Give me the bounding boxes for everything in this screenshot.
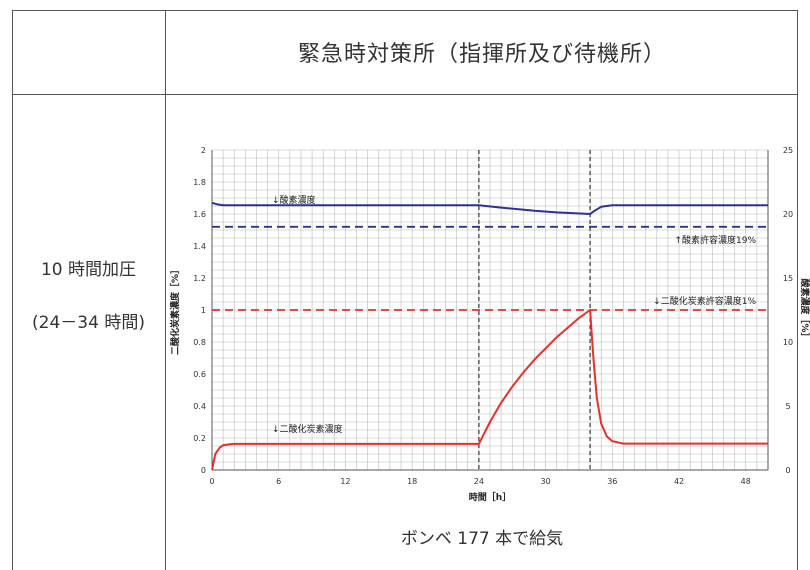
series-line xyxy=(211,201,768,215)
condition-duration: 10 時間加圧 xyxy=(40,259,137,280)
x-tick-label: 42 xyxy=(674,477,684,486)
chart-labels: ↑酸素許容濃度19% ↓二酸化炭素許容濃度1% ↓酸素濃度 ↓二酸化炭素濃度 xyxy=(272,194,756,435)
x-axis-title: 時間［h］ xyxy=(469,491,511,503)
x-tick-label: 30 xyxy=(541,477,551,486)
y-right-tick-label: 0 xyxy=(785,466,790,475)
y-right-tick-label: 10 xyxy=(783,338,793,347)
y-right-tick-label: 15 xyxy=(783,274,793,283)
x-tick-label: 48 xyxy=(741,477,751,486)
y-left-tick-label: 0.6 xyxy=(193,370,206,379)
x-tick-label: 24 xyxy=(474,477,484,486)
series-line xyxy=(211,309,768,471)
y-right-tick-label: 20 xyxy=(783,210,793,219)
table-divider-vertical xyxy=(165,10,166,570)
table-divider-horizontal xyxy=(12,94,798,95)
y-left-axis-title: 二酸化炭素濃度［%］ xyxy=(169,265,181,355)
chart-series xyxy=(211,150,768,471)
chart-axes: 0 6 12 18 24 30 36 42 48 0 0.2 0.4 0.6 0.8 1 1.2 1.4 1.6 1… xyxy=(169,146,810,503)
series-annotation: ↓酸素濃度 xyxy=(272,194,316,206)
x-tick-label: 36 xyxy=(607,477,617,486)
x-tick-label: 18 xyxy=(407,477,417,486)
y-left-tick-label: 1.6 xyxy=(193,210,206,219)
chart: 0 6 12 18 24 30 36 42 48 0 0.2 0.4 0.6 0.8 1 1.2 1.4 1.6 1… xyxy=(169,146,810,503)
y-left-tick-label: 1.4 xyxy=(193,242,206,251)
y-left-tick-label: 0.8 xyxy=(193,338,206,347)
y-left-tick-label: 0.4 xyxy=(193,402,206,411)
y-right-tick-label: 25 xyxy=(783,146,793,155)
page-title: 緊急時対策所（指揮所及び待機所） xyxy=(297,42,666,67)
y-right-tick-label: 5 xyxy=(785,402,790,411)
condition-cell: 10 時間加圧 (24－34 時間) xyxy=(12,95,165,552)
y-left-tick-label: 1.8 xyxy=(193,178,206,187)
condition-period: (24－34 時間) xyxy=(32,312,145,333)
series-annotation: ↓二酸化炭素濃度 xyxy=(272,423,343,435)
y-left-tick-label: 1.2 xyxy=(193,274,206,283)
y-left-tick-label: 2 xyxy=(201,146,206,155)
threshold-label: ↑酸素許容濃度19% xyxy=(674,234,756,246)
table-frame xyxy=(12,10,798,570)
y-left-tick-label: 1 xyxy=(201,306,206,315)
footer-note: ボンベ 177 本で給気 xyxy=(400,529,564,549)
threshold-label: ↓二酸化炭素許容濃度1% xyxy=(653,295,756,307)
y-left-tick-label: 0.2 xyxy=(193,434,206,443)
x-tick-label: 0 xyxy=(209,477,214,486)
y-left-tick-label: 0 xyxy=(201,466,206,475)
x-tick-label: 6 xyxy=(276,477,281,486)
y-right-axis-title: 酸素濃度［%］ xyxy=(799,278,810,341)
x-tick-label: 12 xyxy=(340,477,350,486)
